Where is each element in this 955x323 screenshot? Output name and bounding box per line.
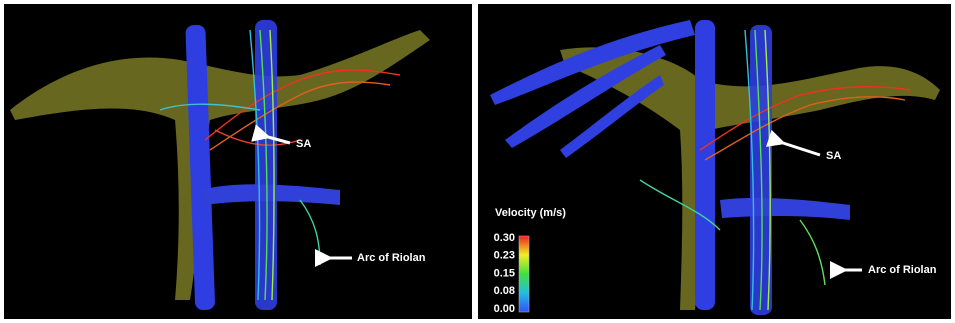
colorbar-tick-label: 0.30 [494, 232, 515, 244]
left-panel: SA Arc of Riolan [4, 4, 472, 319]
annotation: Arc of Riolan [357, 252, 426, 264]
colorbar-tick-label: 0.08 [494, 285, 515, 297]
figure: SA Arc of Riolan SA Arc of Riolan Veloci… [0, 0, 955, 323]
colorbar-tick-label: 0.15 [494, 267, 515, 279]
right-panel: SA Arc of Riolan [478, 4, 951, 319]
annotation: SA [296, 138, 311, 150]
annotation: SA [826, 150, 841, 162]
colorbar-tick-label: 0.23 [494, 250, 515, 262]
colorbar-scale [519, 236, 529, 312]
colorbar-tick-label: 0.00 [494, 303, 515, 315]
annotation: Arc of Riolan [868, 264, 937, 276]
colorbar-title: Velocity (m/s) [495, 207, 566, 219]
